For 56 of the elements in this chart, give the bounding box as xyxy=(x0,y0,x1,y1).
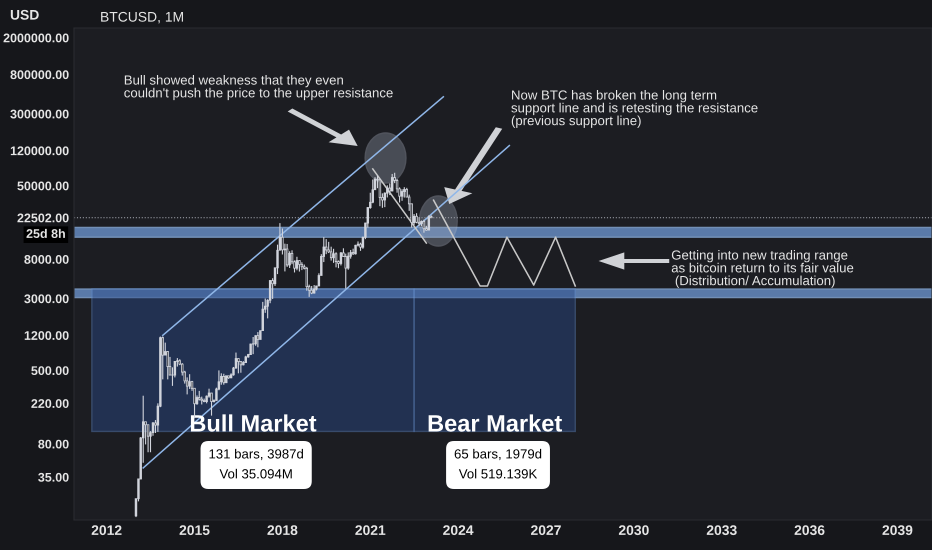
candlestick xyxy=(240,360,242,374)
candlestick xyxy=(378,178,382,207)
x-tick-label: 2033 xyxy=(706,525,737,536)
line-series xyxy=(432,199,576,287)
x-tick-label: 2024 xyxy=(443,525,474,536)
candlestick xyxy=(415,212,418,224)
candlestick xyxy=(400,188,404,202)
candlestick xyxy=(340,251,342,266)
y-tick-label: 2000000.00 xyxy=(4,34,69,42)
chart-title: BTCUSD, 1M xyxy=(101,12,183,24)
y-tick-label: 500.00 xyxy=(31,366,69,376)
ref-line-label: 25d 8h xyxy=(26,228,65,238)
x-tick-label: 2030 xyxy=(618,525,649,536)
candlestick xyxy=(422,219,426,234)
candlestick xyxy=(256,332,260,348)
y-tick-label: 8000.00 xyxy=(24,255,69,264)
x-tick-label: 2039 xyxy=(882,525,912,536)
candlestick xyxy=(166,350,169,380)
y-axis-title: USD xyxy=(10,10,39,20)
x-tick-label: 2012 xyxy=(92,525,122,536)
y-tick-label: 50000.00 xyxy=(17,182,69,190)
y-tick-label: 120000.00 xyxy=(10,146,69,156)
band-label: Bear Market xyxy=(428,414,562,432)
y-tick-label: 80.00 xyxy=(38,440,69,449)
y-tick-label: 1200.00 xyxy=(24,331,69,340)
x-tick-label: 2036 xyxy=(794,525,825,536)
band-label: Bull Market xyxy=(190,414,316,432)
y-tick-label: 35.00 xyxy=(38,472,69,482)
candlestick xyxy=(222,373,226,386)
annotation: 131 bars, 3987d Vol 35.094M xyxy=(209,448,303,479)
candlestick xyxy=(198,390,200,402)
y-tick-label: 300000.00 xyxy=(10,110,69,119)
annotation: 65 bars, 1979d Vol 519.139K xyxy=(454,448,542,479)
y-tick-label: 22502.00 xyxy=(17,214,69,222)
annotation: Now BTC has broken the long term support line and is retesting the resistance (previous support line) xyxy=(511,90,758,128)
candlestick xyxy=(390,173,394,192)
annotation: Bull showed weakness that they even couldn't push the price to the upper resistance xyxy=(124,75,393,100)
x-tick-label: 2015 xyxy=(180,525,210,536)
y-tick-label: 220.00 xyxy=(31,399,69,408)
y-tick-label: 800000.00 xyxy=(10,70,69,80)
candlestick xyxy=(286,243,288,268)
x-tick-label: 2027 xyxy=(531,525,561,536)
candlestick xyxy=(252,336,254,355)
candlestick xyxy=(344,253,347,290)
candlestick xyxy=(330,246,332,262)
annotation: Getting into new trading range as bitcoin return to its fair value (Distribution/ Accumulation) xyxy=(672,250,854,288)
y-tick-label: 3000.00 xyxy=(24,294,69,304)
candlestick xyxy=(332,248,335,264)
candlestick xyxy=(298,260,301,272)
candlestick xyxy=(428,214,430,231)
candlestick xyxy=(334,252,338,268)
candlestick xyxy=(146,424,150,453)
x-tick-label: 2021 xyxy=(355,525,386,536)
candlestick xyxy=(403,186,406,198)
candlestick xyxy=(296,256,298,271)
x-tick-label: 2018 xyxy=(267,525,298,536)
